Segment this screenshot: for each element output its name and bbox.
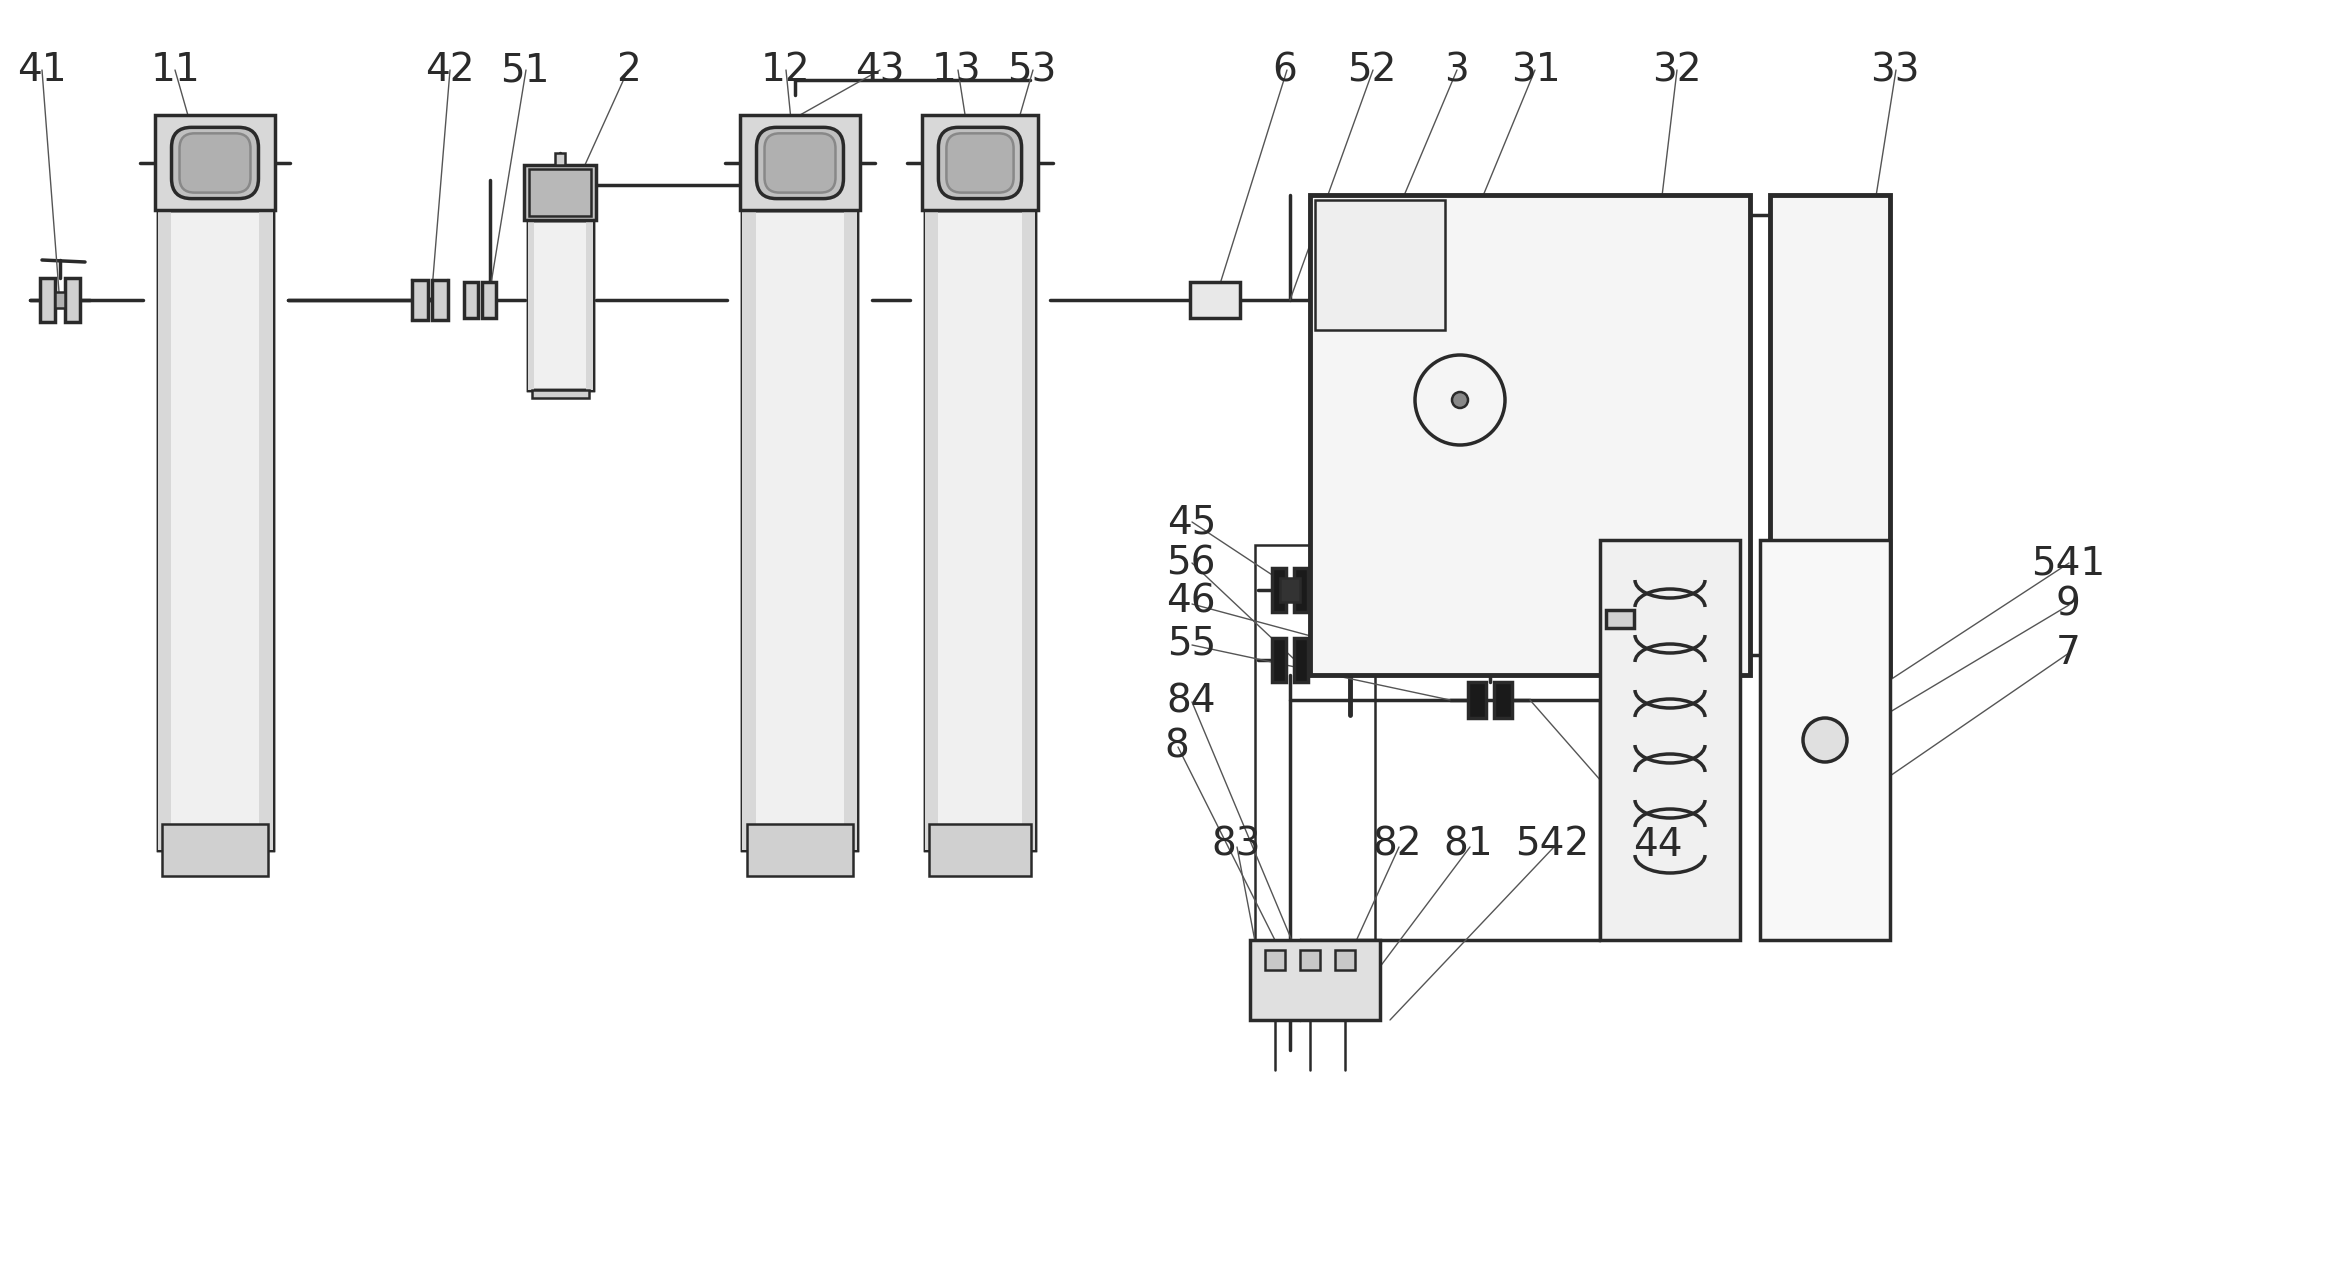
Text: 56: 56 [1165, 544, 1217, 582]
Bar [739, 115, 861, 210]
Bar [924, 210, 1034, 850]
Text: 3: 3 [1445, 51, 1468, 90]
Text: 55: 55 [1165, 625, 1217, 663]
Bar [258, 210, 272, 850]
Text: 52: 52 [1346, 51, 1398, 90]
Bar [464, 282, 478, 317]
Text: 7: 7 [2057, 634, 2080, 672]
Bar [155, 115, 274, 210]
Bar [1316, 200, 1445, 330]
Bar [1311, 195, 1749, 675]
Text: 32: 32 [1651, 51, 1702, 90]
Text: 8: 8 [1165, 727, 1189, 765]
Bar [431, 280, 448, 320]
Bar [1468, 682, 1487, 718]
Bar [1334, 950, 1355, 970]
FancyBboxPatch shape [757, 127, 844, 198]
Bar [743, 210, 757, 850]
Text: 542: 542 [1515, 826, 1590, 864]
Circle shape [1803, 718, 1848, 762]
Bar [1770, 195, 1890, 675]
Bar [1299, 950, 1320, 970]
Bar [556, 154, 565, 165]
Bar [530, 169, 591, 216]
Bar [746, 824, 854, 876]
Bar [1264, 950, 1285, 970]
Text: 12: 12 [760, 51, 811, 90]
Text: 45: 45 [1165, 503, 1217, 541]
Bar [528, 220, 535, 390]
Bar [528, 220, 593, 390]
Bar [1280, 579, 1299, 602]
FancyBboxPatch shape [171, 127, 258, 198]
Bar [40, 278, 54, 323]
Bar [1189, 282, 1241, 317]
Text: 2: 2 [617, 51, 640, 90]
Bar [844, 210, 858, 850]
Bar [1022, 210, 1034, 850]
Text: 9: 9 [2057, 585, 2080, 623]
Bar [54, 292, 66, 308]
Bar [157, 210, 272, 850]
Bar [157, 210, 272, 850]
Bar [1494, 682, 1513, 718]
Bar [1599, 540, 1740, 940]
Bar [1255, 545, 1374, 1005]
Bar [1294, 637, 1309, 682]
Bar [922, 115, 1039, 210]
Text: 43: 43 [854, 51, 905, 90]
Text: 51: 51 [499, 51, 551, 90]
Bar [929, 824, 1032, 876]
Text: 82: 82 [1372, 826, 1423, 864]
Bar [1606, 611, 1634, 628]
Text: 31: 31 [1510, 51, 1562, 90]
Text: 84: 84 [1165, 682, 1217, 721]
Bar [1271, 568, 1285, 612]
Text: 46: 46 [1165, 582, 1217, 621]
FancyBboxPatch shape [938, 127, 1022, 198]
Text: 541: 541 [2031, 544, 2106, 582]
Bar [743, 210, 858, 850]
Bar [532, 390, 589, 398]
Bar [924, 210, 938, 850]
Text: 41: 41 [16, 51, 68, 90]
Bar [1271, 637, 1285, 682]
Text: 6: 6 [1273, 51, 1297, 90]
Bar [1250, 940, 1379, 1020]
Bar [528, 220, 593, 390]
Bar [1761, 540, 1890, 940]
Text: 83: 83 [1210, 826, 1262, 864]
FancyBboxPatch shape [764, 133, 835, 192]
Bar [413, 280, 429, 320]
Bar [743, 210, 858, 850]
Bar [924, 210, 1034, 850]
Text: 53: 53 [1006, 51, 1058, 90]
Text: 33: 33 [1869, 51, 1921, 90]
Circle shape [1452, 392, 1468, 408]
Bar [66, 278, 80, 323]
Bar [525, 165, 596, 220]
Bar [586, 220, 593, 390]
FancyBboxPatch shape [947, 133, 1013, 192]
Bar [483, 282, 497, 317]
Bar [1294, 568, 1309, 612]
Text: 13: 13 [931, 51, 983, 90]
FancyBboxPatch shape [181, 133, 251, 192]
Text: 44: 44 [1632, 826, 1684, 864]
Text: 42: 42 [424, 51, 476, 90]
Text: 81: 81 [1442, 826, 1494, 864]
Text: 11: 11 [150, 51, 202, 90]
Bar [157, 210, 171, 850]
Bar [162, 824, 267, 876]
